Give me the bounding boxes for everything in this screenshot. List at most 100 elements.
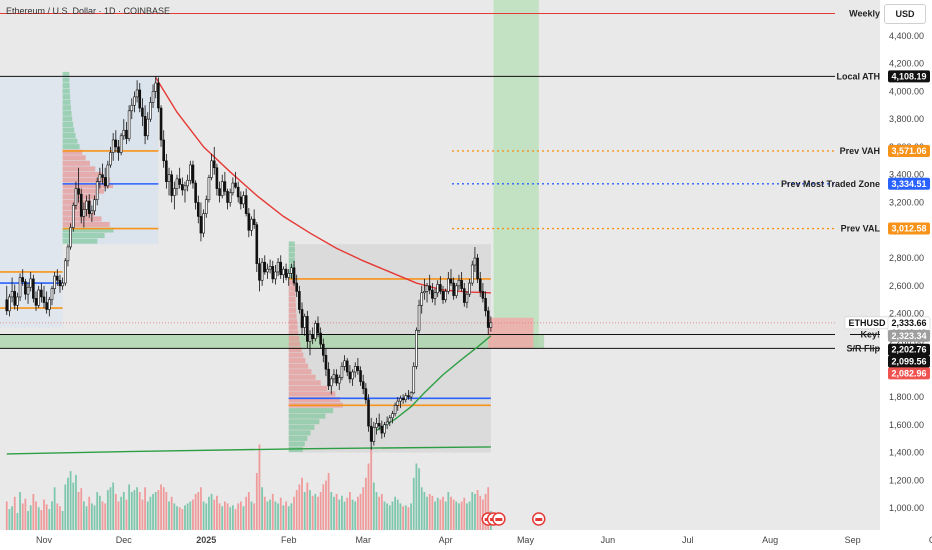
volume-bar	[269, 499, 271, 530]
candle-body	[40, 289, 43, 298]
candle-body	[372, 427, 376, 442]
volume-bar	[466, 503, 468, 530]
volume-bar	[287, 506, 290, 530]
volume-profile-bar	[62, 144, 80, 150]
level-price-tag	[888, 177, 930, 190]
volume-bar	[80, 488, 83, 530]
volume-bar	[109, 487, 112, 530]
volume-bar	[434, 501, 436, 530]
candle-body	[74, 188, 78, 206]
volume-bar	[383, 501, 386, 530]
volume-profile-bar	[62, 110, 72, 116]
volume-profile-bar	[288, 413, 326, 419]
volume-profile-bar	[62, 155, 86, 161]
volume-bar	[21, 503, 24, 530]
candle-body	[279, 261, 283, 276]
candle-body	[159, 107, 163, 141]
volume-bar	[93, 505, 96, 530]
candle-body	[247, 213, 251, 231]
volume-bar	[460, 501, 463, 530]
volume-bar	[27, 511, 29, 530]
candle-body	[173, 188, 176, 196]
x-tick-label: O	[929, 535, 932, 545]
volume-bar	[197, 492, 200, 530]
volume-bar	[77, 492, 80, 530]
candle-body	[218, 188, 221, 196]
volume-bar	[35, 501, 37, 530]
volume-bar	[314, 493, 317, 530]
volume-profile-bar	[288, 308, 297, 314]
volume-bar	[255, 473, 258, 530]
candle-body	[103, 177, 107, 187]
volume-bar	[29, 505, 32, 530]
candle-body	[316, 323, 320, 334]
volume-bar	[420, 487, 423, 530]
volume-bar	[386, 503, 389, 530]
x-tick-label: Jun	[601, 535, 616, 545]
volume-bar	[471, 492, 474, 530]
candle-body	[324, 354, 328, 370]
price-tag-text: 2,333.66	[891, 318, 926, 328]
volume-bar	[114, 493, 117, 530]
candle-body	[26, 286, 30, 295]
volume-bar	[285, 501, 287, 530]
candle-body	[95, 181, 99, 201]
candle-body	[478, 278, 482, 292]
candle-body	[170, 174, 173, 196]
volume-bar	[101, 501, 104, 530]
volume-bar	[24, 498, 27, 530]
x-tick-label: Feb	[281, 535, 297, 545]
volume-bar	[349, 492, 351, 530]
y-tick-label: 3,400.00	[889, 170, 924, 180]
volume-bar	[90, 503, 93, 530]
volume-bar	[112, 482, 115, 530]
level-price-tag	[888, 222, 930, 235]
volume-bar	[231, 505, 234, 530]
candle-body	[151, 91, 155, 103]
volume-bar	[162, 487, 165, 530]
candle-body	[484, 298, 487, 312]
candle-body	[282, 268, 285, 276]
volume-bar	[341, 495, 343, 530]
candle-body	[314, 323, 317, 339]
candle-body	[143, 116, 147, 137]
candle-body	[226, 191, 229, 203]
volume-profile-bar	[288, 369, 312, 375]
x-tick-label: 2025	[196, 535, 216, 545]
candle-body	[383, 424, 386, 434]
volume-profile-bar	[62, 216, 102, 222]
volume-bar	[407, 507, 410, 530]
currency-button[interactable]: USD	[884, 4, 926, 24]
candle-body	[157, 82, 160, 109]
candle-body	[327, 368, 330, 387]
candle-body	[189, 164, 192, 181]
candle-body	[109, 152, 112, 166]
candle-body	[231, 182, 235, 194]
x-tick-label: Apr	[439, 535, 453, 545]
volume-bar	[463, 497, 466, 530]
candle-body	[276, 261, 280, 273]
volume-bar	[333, 496, 335, 530]
volume-profile-bar	[62, 94, 71, 100]
level-price-tag-text: 3,571.06	[891, 146, 926, 156]
volume-bar	[210, 493, 213, 530]
candle-body	[308, 334, 312, 342]
volume-bar	[351, 499, 354, 530]
volume-bar	[450, 496, 452, 530]
candle-body	[215, 167, 219, 189]
candle-body	[117, 146, 120, 153]
y-tick-label: 1,600.00	[889, 420, 924, 430]
volume-profile-bar	[288, 380, 321, 386]
volume-bar	[216, 495, 218, 530]
candle-body	[255, 224, 259, 264]
volume-profile-bar	[62, 77, 70, 83]
candle-body	[183, 185, 187, 191]
candle-body	[404, 395, 408, 401]
y-axis-bg	[880, 0, 932, 530]
candle-body	[311, 334, 314, 339]
candle-body	[441, 291, 445, 301]
candle-body	[71, 204, 75, 228]
candle-body	[165, 160, 168, 182]
volume-bar	[436, 497, 439, 530]
